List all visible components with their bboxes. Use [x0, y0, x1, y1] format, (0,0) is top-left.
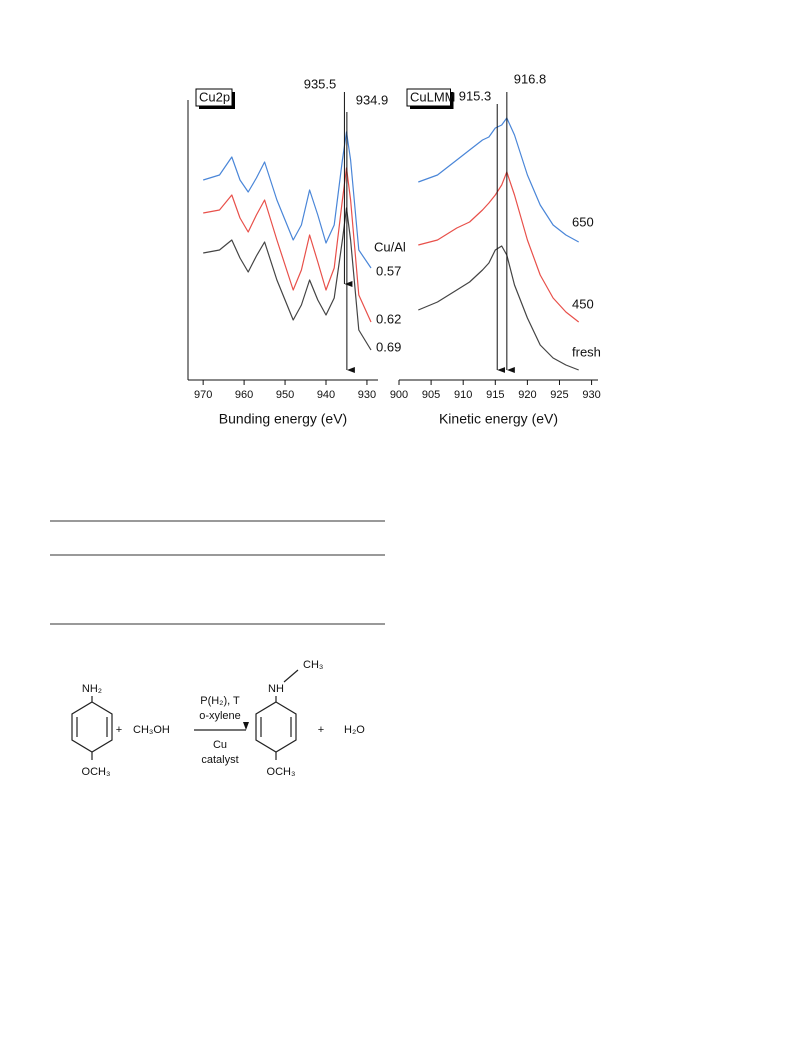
bond — [283, 669, 299, 683]
benzene-ring — [255, 701, 297, 753]
catalyst: catalyst — [201, 754, 238, 766]
x-tick-label: 915 — [486, 389, 504, 401]
plus: + — [318, 724, 324, 736]
chart: 900 905 910 915 920 925 930 Kinetic energy (eV)… — [390, 71, 601, 426]
marker-label: 935.5 — [304, 76, 337, 91]
methyl: CH₃ — [303, 659, 323, 671]
x-tick-label: 905 — [422, 389, 440, 401]
series-label: 0.57 — [376, 263, 401, 278]
figure: 970 960 950 940 930 Bunding energy (eV) Cu2p 0.… — [187, 71, 601, 427]
x-tick-label: 960 — [235, 389, 253, 401]
amine: NH — [268, 683, 284, 695]
label-box — [195, 88, 233, 107]
x-tick-label: 940 — [317, 389, 335, 401]
plus: + — [116, 724, 122, 736]
benzene-ring — [71, 701, 113, 753]
series-label: 0.69 — [376, 339, 401, 354]
spectrum-line — [203, 207, 372, 351]
x-tick-label: 930 — [358, 389, 376, 401]
x-axis-title: Kinetic energy (eV) — [439, 411, 558, 427]
byproduct: H₂O — [344, 724, 365, 736]
chart: 970 960 950 940 930 Bunding energy (eV) Cu2p 0.… — [187, 76, 406, 427]
marker-label: 916.8 — [514, 71, 547, 86]
x-tick-label: 930 — [582, 389, 600, 401]
x-tick-label: 970 — [194, 389, 212, 401]
label-box — [406, 88, 451, 107]
substituent: OCH₃ — [267, 766, 296, 778]
substituent: OCH₃ — [82, 766, 111, 778]
spectrum-line — [203, 167, 372, 323]
reactant: NH₂ — [82, 683, 102, 695]
marker-label: 915.3 — [459, 88, 492, 103]
panel-label: Cu2p — [199, 89, 230, 104]
series-label: 450 — [572, 296, 594, 311]
x-tick-label: 910 — [454, 389, 472, 401]
marker-label: 934.9 — [356, 92, 389, 107]
series-label: 650 — [572, 214, 594, 229]
x-tick-label: 925 — [550, 389, 568, 401]
spectrum-line — [418, 171, 580, 323]
x-tick-label: 900 — [390, 389, 408, 401]
table-rules — [50, 520, 385, 625]
condition: o-xylene — [199, 710, 241, 722]
scheme-labels: NH₂ OCH₃ + CH₃OH P(H₂), T o-xylene Cu ca… — [82, 659, 366, 778]
series-label: 0.62 — [376, 311, 401, 326]
x-tick-label: 920 — [518, 389, 536, 401]
x-tick-label: 950 — [276, 389, 294, 401]
series-label: fresh — [572, 344, 601, 359]
reagent: CH₃OH — [133, 724, 170, 736]
spectrum-line — [418, 117, 579, 243]
reaction-scheme — [71, 669, 299, 760]
panel-label: CuLMM — [410, 89, 456, 104]
x-axis-title: Bunding energy (eV) — [219, 411, 347, 427]
condition: P(H₂), T — [200, 695, 240, 707]
catalyst: Cu — [213, 739, 227, 751]
legend-title: Cu/Al — [374, 239, 406, 254]
spectrum-line — [418, 245, 579, 371]
